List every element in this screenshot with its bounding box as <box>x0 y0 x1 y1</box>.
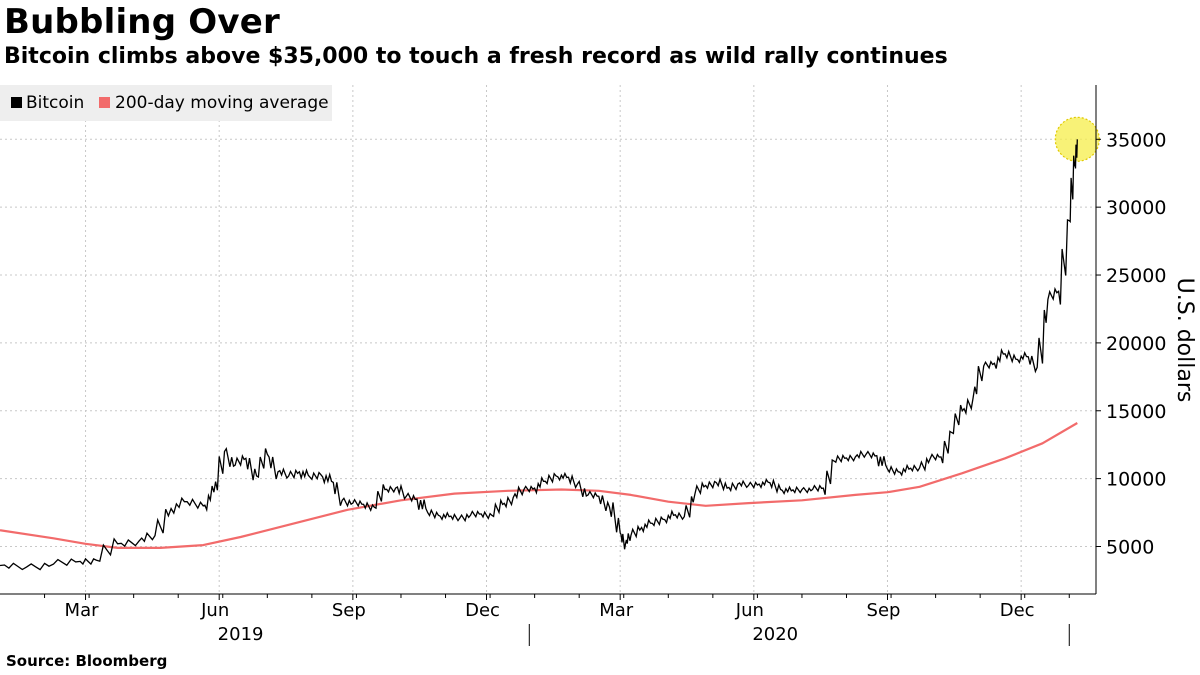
ytick-label: 10000 <box>1106 469 1166 491</box>
year-label: 2019 <box>218 624 264 645</box>
ytick-label: 30000 <box>1106 197 1166 219</box>
chart-title: Bubbling Over <box>4 2 280 42</box>
legend-label-ma200: 200-day moving average <box>115 93 329 113</box>
ytick-label: 15000 <box>1106 401 1166 423</box>
legend-swatch-ma200 <box>99 97 110 108</box>
series-lines <box>0 139 1078 571</box>
ytick-label: 35000 <box>1106 129 1166 151</box>
chart-subtitle: Bitcoin climbs above $35,000 to touch a … <box>4 44 948 69</box>
series-bitcoin-line <box>0 139 1078 571</box>
xtick-label: Dec <box>465 600 500 621</box>
axes: 5000 10000 15000 20000 25000 30000 35000 Mar Jun… <box>0 85 1197 646</box>
source-note: Source: Bloomberg <box>6 652 168 670</box>
legend-label-bitcoin: Bitcoin <box>26 93 84 113</box>
xtick-label: Sep <box>332 600 366 621</box>
chart-area: 5000 10000 15000 20000 25000 30000 35000 Mar Jun… <box>0 85 1197 646</box>
xtick-label: Mar <box>599 600 634 621</box>
legend-box <box>0 85 332 121</box>
year-label: 2020 <box>752 624 798 645</box>
xtick-label: Jun <box>200 600 229 621</box>
ytick-label: 20000 <box>1106 333 1166 355</box>
y-axis-label: U.S. dollars <box>1172 278 1197 403</box>
series-ma200-line <box>0 422 1078 549</box>
xtick-label: Mar <box>65 600 100 621</box>
xtick-label: Sep <box>867 600 901 621</box>
legend-swatch-bitcoin <box>11 97 22 108</box>
xtick-label: Dec <box>1000 600 1035 621</box>
ytick-label: 25000 <box>1106 265 1166 287</box>
legend: Bitcoin 200-day moving average <box>0 85 332 121</box>
ytick-label: 5000 <box>1106 536 1154 558</box>
xtick-label: Jun <box>735 600 764 621</box>
